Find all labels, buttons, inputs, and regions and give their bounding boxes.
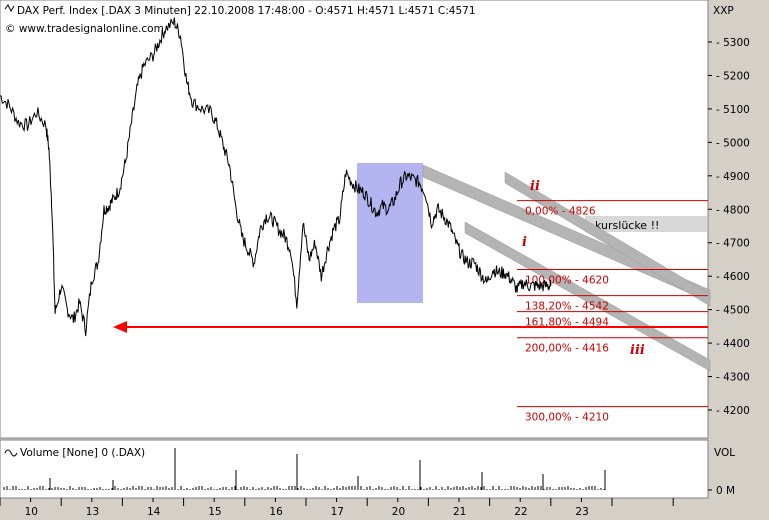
line-chart-icon xyxy=(4,4,15,13)
x-tick-label: 10 xyxy=(25,506,38,518)
x-tick-label: 13 xyxy=(86,506,99,518)
channel-band-lower xyxy=(464,221,711,372)
copyright: © www.tradesignalonline.com xyxy=(5,23,164,35)
fib-label: 300,00% - 4210 xyxy=(525,412,609,424)
x-tick-label: 22 xyxy=(514,506,527,518)
target-arrow xyxy=(113,321,708,333)
y-tick-label: - 4600 xyxy=(716,271,750,283)
fib-label: 0,00% - 4826 xyxy=(525,206,596,218)
chart-title: DAX Perf. Index [.DAX 3 Minuten] 22.10.2… xyxy=(17,5,476,17)
highlight-box xyxy=(357,163,423,303)
y-tick-label: - 5000 xyxy=(716,137,750,149)
gap-label: kurslücke !! xyxy=(595,219,659,232)
y-tick-label: - 4500 xyxy=(716,305,750,317)
volume-header: Volume [None] 0 (.DAX) VOL 0 M xyxy=(4,447,735,497)
wave-i-label: i xyxy=(522,235,527,250)
x-tick-label: 17 xyxy=(331,506,344,518)
channel-band-top xyxy=(504,171,711,307)
x-tick-label: 16 xyxy=(269,506,283,518)
fib-label: 138,20% - 4542 xyxy=(525,301,609,313)
symbol-label: XXP xyxy=(713,5,734,17)
x-tick-label: 20 xyxy=(392,506,405,518)
fib-label: 161,80% - 4494 xyxy=(525,317,609,329)
price-line xyxy=(0,17,552,337)
y-tick-label: - 4900 xyxy=(716,171,750,183)
y-tick-label: - 4800 xyxy=(716,204,750,216)
volume-axis-label: VOL xyxy=(714,447,735,459)
x-tick-label: 15 xyxy=(208,506,221,518)
y-tick-label: - 5100 xyxy=(716,104,750,116)
y-tick-label: - 4400 xyxy=(716,338,750,350)
y-tick-label: - 5200 xyxy=(716,70,750,82)
x-tick-label: 21 xyxy=(453,506,466,518)
header: DAX Perf. Index [.DAX 3 Minuten] 22.10.2… xyxy=(4,4,734,35)
wave-iii-label: iii xyxy=(630,343,645,358)
price-series xyxy=(0,17,552,337)
trend-channel xyxy=(422,164,711,372)
y-tick-label: - 4200 xyxy=(716,405,750,417)
x-tick-label: 14 xyxy=(147,506,161,518)
fib-label: 200,00% - 4416 xyxy=(525,343,609,355)
volume-label: Volume [None] 0 (.DAX) xyxy=(20,447,145,459)
price-axis: - 5300 - 5200 - 5100 - 5000 - 4900 - 4800 - 47… xyxy=(708,37,750,417)
volume-zero-label: 0 M xyxy=(716,485,735,497)
wave-ii-label: ii xyxy=(530,179,540,194)
x-tick-label: 23 xyxy=(575,506,588,518)
y-tick-label: - 4300 xyxy=(716,372,750,384)
time-axis: 10 13 14 15 16 17 20 21 22 23 xyxy=(0,498,674,518)
y-tick-label: - 4700 xyxy=(716,238,750,250)
y-tick-label: - 5300 xyxy=(716,37,750,49)
wave-icon xyxy=(4,449,18,457)
volume-bars xyxy=(3,448,606,490)
gap-box xyxy=(585,216,707,232)
